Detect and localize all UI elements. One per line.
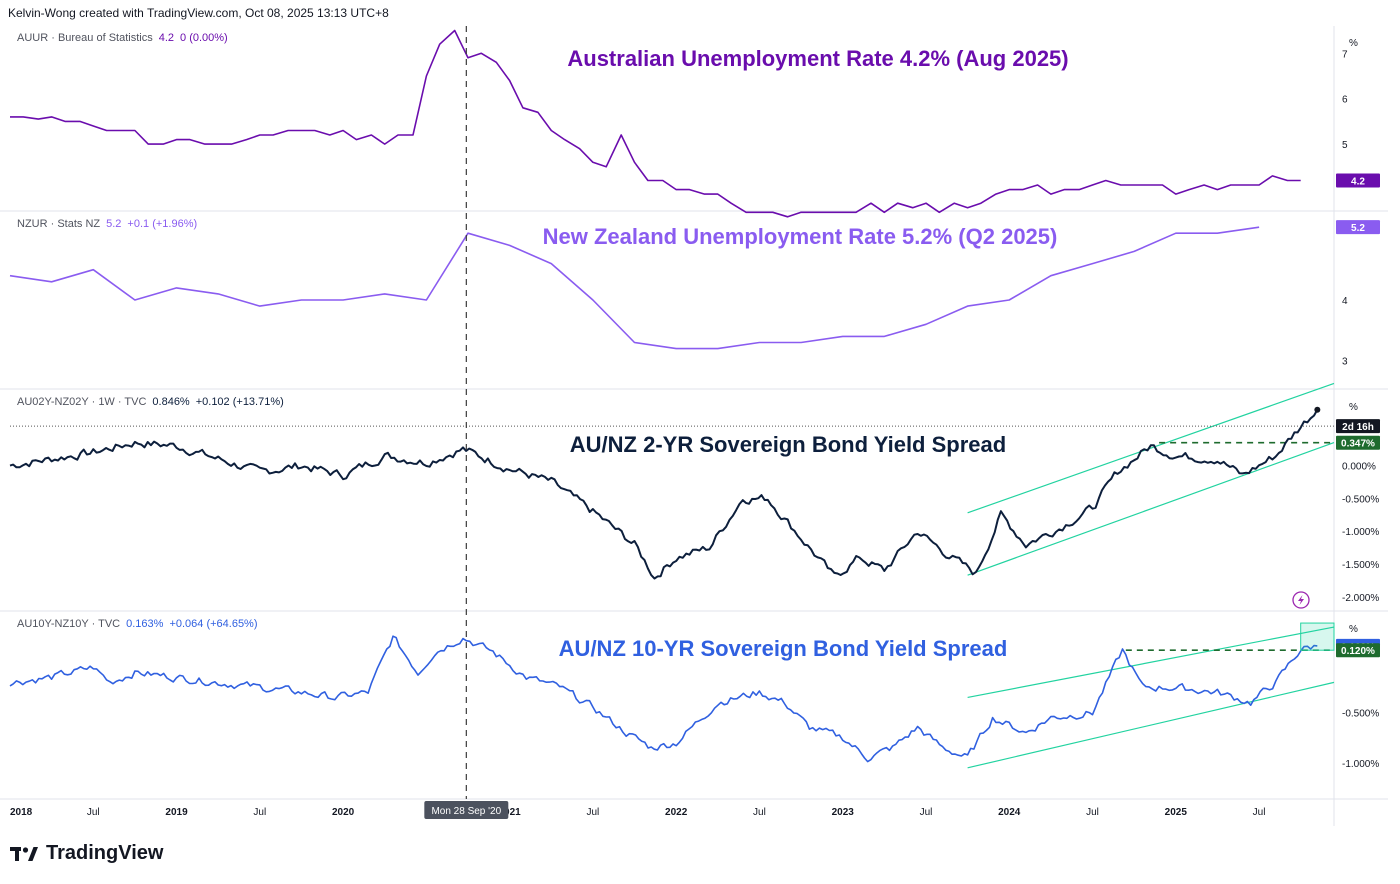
legend-value: 5.2	[106, 218, 121, 230]
y-tick-label: -0.500%	[1342, 494, 1379, 505]
pane-legend[interactable]: AUUR · Bureau of Statistics 4.2 0 (0.00%)	[17, 32, 228, 44]
legend-change: +0.102 (+13.71%)	[196, 396, 284, 408]
countdown-tag: 2d 16h	[1342, 422, 1374, 433]
last-value-tag: 4.2	[1351, 176, 1365, 187]
legend-value: 0.846%	[152, 396, 190, 408]
legend-change: 0 (0.00%)	[180, 32, 228, 44]
crosshair-date-label-bg	[424, 801, 509, 819]
y-tick-label: 0.000%	[1342, 462, 1376, 473]
tradingview-wordmark: TradingView	[46, 842, 164, 864]
legend-value: 4.2	[159, 32, 174, 44]
x-tick-label: Jul	[1086, 807, 1099, 818]
x-tick-label: 2024	[998, 807, 1021, 818]
x-tick-label: 2022	[665, 807, 688, 818]
y-tick-label: -2.000%	[1342, 593, 1379, 604]
x-tick-label: Jul	[920, 807, 933, 818]
series-line[interactable]	[9, 409, 1319, 580]
channel-lower-line[interactable]	[967, 441, 1335, 576]
pane-4[interactable]: % -0.500% -1.000% AU10Y-NZ10Y · TVC 0.163% +0…	[9, 618, 1380, 770]
legend-change: +0.064 (+64.65%)	[169, 618, 257, 630]
legend-symbol: AUUR · Bureau of Statistics	[17, 32, 153, 44]
y-tick-label: -1.000%	[1342, 759, 1379, 770]
axis-unit-label: %	[1349, 402, 1358, 413]
channel-upper-line[interactable]	[967, 382, 1335, 514]
tradingview-logo[interactable]: TradingView	[10, 842, 163, 865]
axis-unit-label: %	[1349, 624, 1358, 635]
legend-value: 0.163%	[126, 618, 164, 630]
x-tick-label: 2020	[332, 807, 355, 818]
lightning-icon[interactable]	[1292, 591, 1310, 609]
pane-title: AU/NZ 2-YR Sovereign Bond Yield Spread	[570, 432, 1006, 457]
y-tick-label: 5	[1342, 140, 1348, 151]
support-tag-bg	[1336, 435, 1380, 450]
pane-legend[interactable]: AU02Y-NZ02Y · 1W · TVC 0.846% +0.102 (+13.…	[17, 396, 284, 408]
x-tick-label: 2025	[1165, 807, 1188, 818]
x-tick-label: 2019	[165, 807, 188, 818]
pane-legend[interactable]: NZUR · Stats NZ 5.2 +0.1 (+1.96%)	[17, 218, 197, 230]
x-tick-label: Jul	[87, 807, 100, 818]
pane-title: AU/NZ 10-YR Sovereign Bond Yield Spread	[559, 636, 1008, 661]
y-tick-label: -1.000%	[1342, 527, 1379, 538]
breakout-highlight-box[interactable]	[1300, 622, 1335, 651]
legend-symbol: AU10Y-NZ10Y · TVC	[17, 618, 120, 630]
pane-3[interactable]: % 0.000% -0.500% -1.000% -1.500% -2.000% AU02Y…	[9, 382, 1380, 609]
legend-symbol: AU02Y-NZ02Y · 1W · TVC	[17, 396, 146, 408]
pane-legend[interactable]: AU10Y-NZ10Y · TVC 0.163% +0.064 (+64.65%)	[17, 618, 258, 630]
support-tag: 0.120%	[1341, 646, 1375, 657]
x-tick-label: Jul	[253, 807, 266, 818]
support-tag-bg	[1336, 643, 1380, 658]
last-value-tag-bg	[1336, 220, 1380, 235]
pane-1[interactable]: % 5 6 7 AUUR · Bureau of Statistics 4.2 0 (0.0…	[10, 29, 1380, 218]
tradingview-logo-icon	[10, 846, 38, 861]
pane-title: New Zealand Unemployment Rate 5.2% (Q2 2…	[543, 224, 1058, 249]
x-tick-label: Jul	[753, 807, 766, 818]
y-tick-label: 4	[1342, 296, 1348, 307]
y-tick-label: 3	[1342, 357, 1348, 368]
y-tick-label: -1.500%	[1342, 560, 1379, 571]
last-value-tag: 5.2	[1351, 223, 1365, 234]
y-tick-label: 6	[1342, 95, 1348, 106]
x-tick-label: Jul	[586, 807, 599, 818]
channel-lower-line[interactable]	[967, 681, 1335, 769]
axis-unit-label: %	[1349, 38, 1358, 49]
chart-credit: Kelvin-Wong created with TradingView.com…	[8, 6, 389, 20]
channel-upper-line[interactable]	[967, 626, 1335, 699]
x-tick-label: 2021	[498, 807, 521, 818]
countdown-tag-bg	[1336, 419, 1380, 434]
series-line[interactable]	[9, 635, 1318, 763]
legend-symbol: NZUR · Stats NZ	[17, 218, 100, 230]
series-line[interactable]	[9, 226, 1260, 350]
y-tick-label: 7	[1342, 49, 1348, 60]
legend-change: +0.1 (+1.96%)	[127, 218, 197, 230]
x-tick-label: Jul	[1253, 807, 1266, 818]
series-line[interactable]	[10, 29, 1301, 218]
support-tag: 0.347%	[1341, 439, 1375, 450]
x-tick-label: 2023	[832, 807, 855, 818]
y-tick-label: -0.500%	[1342, 709, 1379, 720]
last-price-dot	[1314, 406, 1321, 413]
crosshair-date-label: Mon 28 Sep '20	[431, 806, 501, 817]
pane-title: Australian Unemployment Rate 4.2% (Aug 2…	[567, 46, 1068, 71]
last-value-tag-bg	[1336, 173, 1380, 188]
x-tick-label: 2018	[10, 807, 33, 818]
